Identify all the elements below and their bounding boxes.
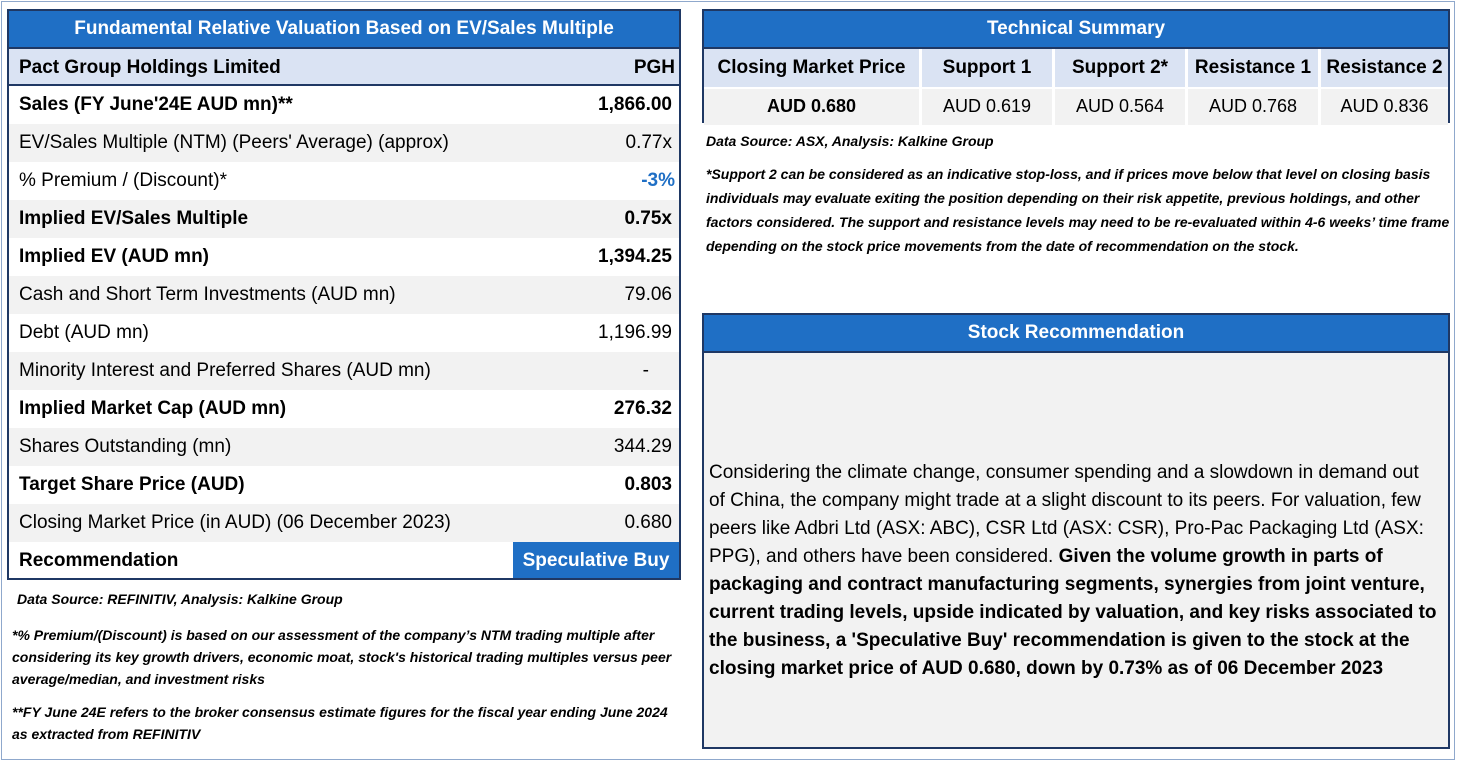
row-value: 1,196.99 <box>598 322 672 343</box>
company-name: Pact Group Holdings Limited <box>19 57 281 78</box>
value-closing-price: AUD 0.680 <box>704 89 922 125</box>
row-label: Shares Outstanding (mn) <box>19 436 232 457</box>
support-footnote: *Support 2 can be considered as an indic… <box>706 166 1450 254</box>
row-value: 0.680 <box>624 512 672 533</box>
company-row: Pact Group Holdings Limited PGH <box>9 49 679 86</box>
stock-recommendation-panel: Stock Recommendation Considering the cli… <box>702 313 1450 749</box>
row-label: Implied EV/Sales Multiple <box>19 208 249 229</box>
header-closing-price: Closing Market Price <box>704 49 922 87</box>
value-resistance-1: AUD 0.768 <box>1188 89 1321 125</box>
row-label: Closing Market Price (in AUD) (06 Decemb… <box>19 512 451 533</box>
row-label: Cash and Short Term Investments (AUD mn) <box>19 284 396 305</box>
table-row: Cash and Short Term Investments (AUD mn)… <box>9 276 679 314</box>
technical-title: Technical Summary <box>704 11 1448 49</box>
table-row: Target Share Price (AUD) 0.803 <box>9 466 679 504</box>
table-row: Implied Market Cap (AUD mn) 276.32 <box>9 390 679 428</box>
row-value: 79.06 <box>624 284 672 305</box>
row-label: Minority Interest and Preferred Shares (… <box>19 360 431 381</box>
table-row: % Premium / (Discount)* -3% <box>9 162 679 200</box>
row-label: Target Share Price (AUD) <box>19 474 245 495</box>
row-value: - <box>642 360 649 381</box>
recommendation-badge: Speculative Buy <box>513 542 679 578</box>
row-value: 1,394.25 <box>598 246 672 267</box>
value-support-2: AUD 0.564 <box>1055 89 1188 125</box>
row-value: 276.32 <box>613 398 672 419</box>
technical-summary-table: Technical Summary Closing Market Price S… <box>702 9 1450 125</box>
header-support-2: Support 2* <box>1055 49 1188 87</box>
row-label: Sales (FY June'24E AUD mn)** <box>19 94 293 115</box>
recommendation-row: Recommendation Speculative Buy <box>9 542 679 578</box>
fy-footnote: **FY June 24E refers to the broker conse… <box>12 704 668 742</box>
premium-footnote: *% Premium/(Discount) is based on our as… <box>12 627 672 687</box>
valuation-source: Data Source: REFINITIV, Analysis: Kalkin… <box>17 591 343 607</box>
row-value: 344.29 <box>613 436 672 457</box>
header-support-1: Support 1 <box>922 49 1055 87</box>
recommendation-title: Stock Recommendation <box>704 315 1448 353</box>
table-row: EV/Sales Multiple (NTM) (Peers' Average)… <box>9 124 679 162</box>
table-row: Debt (AUD mn) 1,196.99 <box>9 314 679 352</box>
row-label: Implied EV (AUD mn) <box>19 246 210 267</box>
row-label: EV/Sales Multiple (NTM) (Peers' Average)… <box>19 132 449 153</box>
value-support-1: AUD 0.619 <box>922 89 1055 125</box>
row-label: Implied Market Cap (AUD mn) <box>19 398 287 419</box>
row-value: 0.75x <box>624 208 672 229</box>
technical-source: Data Source: ASX, Analysis: Kalkine Grou… <box>706 133 994 149</box>
company-ticker: PGH <box>633 57 675 78</box>
row-value: 0.803 <box>624 474 672 495</box>
row-label: Debt (AUD mn) <box>19 322 149 343</box>
table-row: Implied EV (AUD mn) 1,394.25 <box>9 238 679 276</box>
row-label: % Premium / (Discount)* <box>19 170 227 191</box>
table-row: Minority Interest and Preferred Shares (… <box>9 352 679 390</box>
recommendation-text-bold: Given the volume growth in parts of pack… <box>709 546 1437 679</box>
row-label: Recommendation <box>19 550 179 571</box>
table-row: Sales (FY June'24E AUD mn)** 1,866.00 <box>9 86 679 124</box>
header-resistance-1: Resistance 1 <box>1188 49 1321 87</box>
valuation-table: Fundamental Relative Valuation Based on … <box>7 9 681 580</box>
row-value: 1,866.00 <box>598 94 672 115</box>
valuation-title: Fundamental Relative Valuation Based on … <box>9 11 679 49</box>
premium-discount-value: -3% <box>641 170 675 191</box>
table-row: Closing Market Price (in AUD) (06 Decemb… <box>9 504 679 542</box>
header-resistance-2: Resistance 2 <box>1321 49 1448 87</box>
technical-value-row: AUD 0.680 AUD 0.619 AUD 0.564 AUD 0.768 … <box>704 87 1448 125</box>
table-row: Implied EV/Sales Multiple 0.75x <box>9 200 679 238</box>
technical-header-row: Closing Market Price Support 1 Support 2… <box>704 49 1448 87</box>
value-resistance-2: AUD 0.836 <box>1321 89 1448 125</box>
table-row: Shares Outstanding (mn) 344.29 <box>9 428 679 466</box>
row-value: 0.77x <box>625 132 672 153</box>
recommendation-text-regular: Considering the climate change, consumer… <box>709 462 1424 567</box>
recommendation-text: Considering the climate change, consumer… <box>709 459 1439 683</box>
